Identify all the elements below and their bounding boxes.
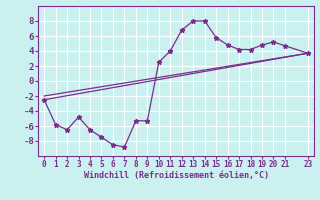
X-axis label: Windchill (Refroidissement éolien,°C): Windchill (Refroidissement éolien,°C)	[84, 171, 268, 180]
